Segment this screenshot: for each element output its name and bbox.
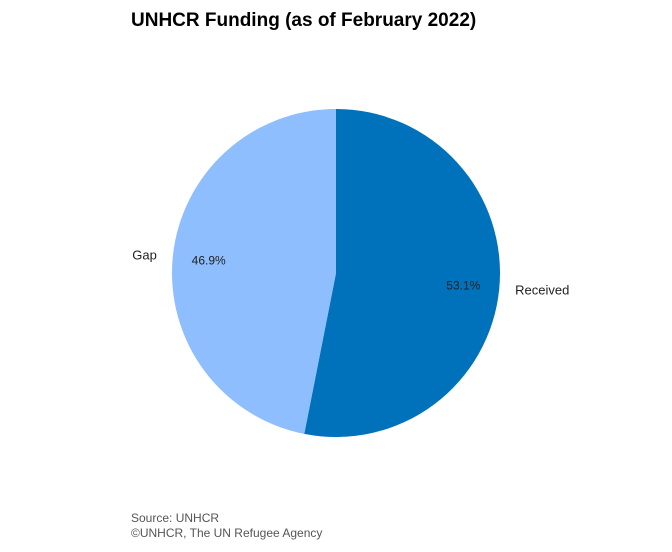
- source-note: Source: UNHCR: [131, 511, 220, 525]
- chart-footer: Source: UNHCR ©UNHCR, The UN Refugee Age…: [131, 511, 322, 541]
- copyright-note: ©UNHCR, The UN Refugee Agency: [131, 526, 323, 540]
- slice-category-label-gap: Gap: [132, 247, 157, 262]
- slice-value-label-gap: 46.9%: [192, 254, 226, 268]
- pie-slice-received: [304, 109, 501, 438]
- pie-slice-gap: [172, 109, 336, 434]
- chart-title: UNHCR Funding (as of February 2022): [131, 10, 477, 31]
- slice-category-label-received: Received: [515, 283, 569, 298]
- slice-value-label-received: 53.1%: [446, 278, 480, 292]
